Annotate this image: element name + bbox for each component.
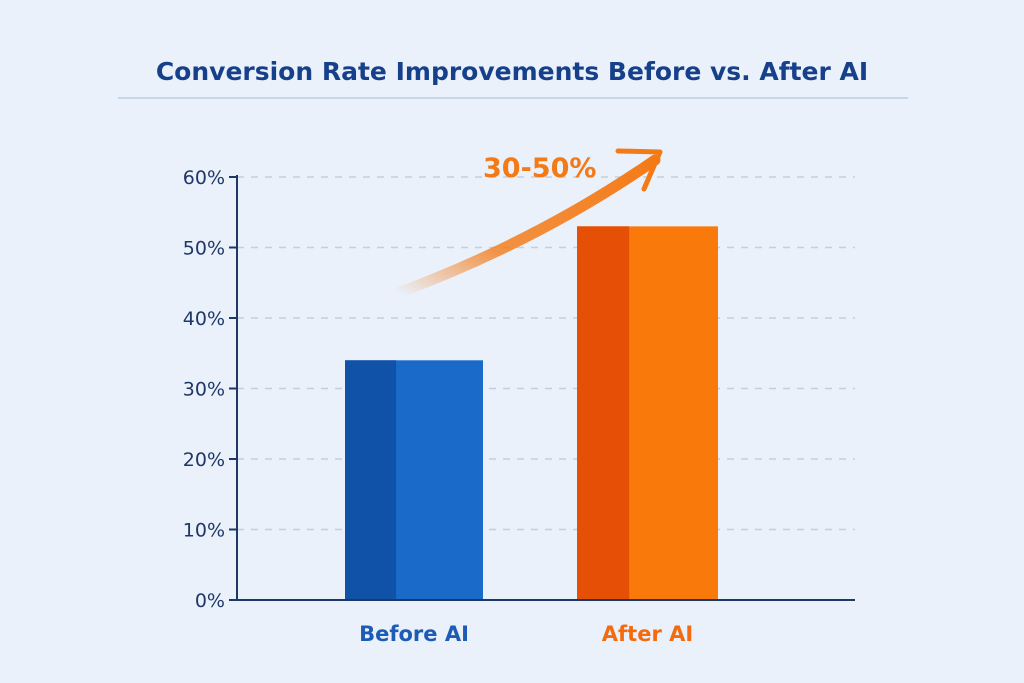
arrow-up-right-icon (392, 148, 663, 299)
y-tick-label: 60% (183, 167, 225, 189)
y-tick-label: 0% (195, 590, 225, 612)
bar-shade (577, 226, 630, 600)
chart-title: Conversion Rate Improvements Before vs. … (156, 57, 868, 86)
x-category-label: After AI (602, 622, 693, 646)
y-tick-label: 50% (183, 238, 225, 260)
y-tick-label: 40% (183, 308, 225, 330)
y-tick-label: 20% (183, 449, 225, 471)
x-category-label: Before AI (359, 622, 469, 646)
y-tick-label: 10% (183, 520, 225, 542)
annotation-label: 30-50% (483, 153, 596, 184)
bar-shade (345, 360, 397, 600)
y-tick-label: 30% (183, 379, 225, 401)
